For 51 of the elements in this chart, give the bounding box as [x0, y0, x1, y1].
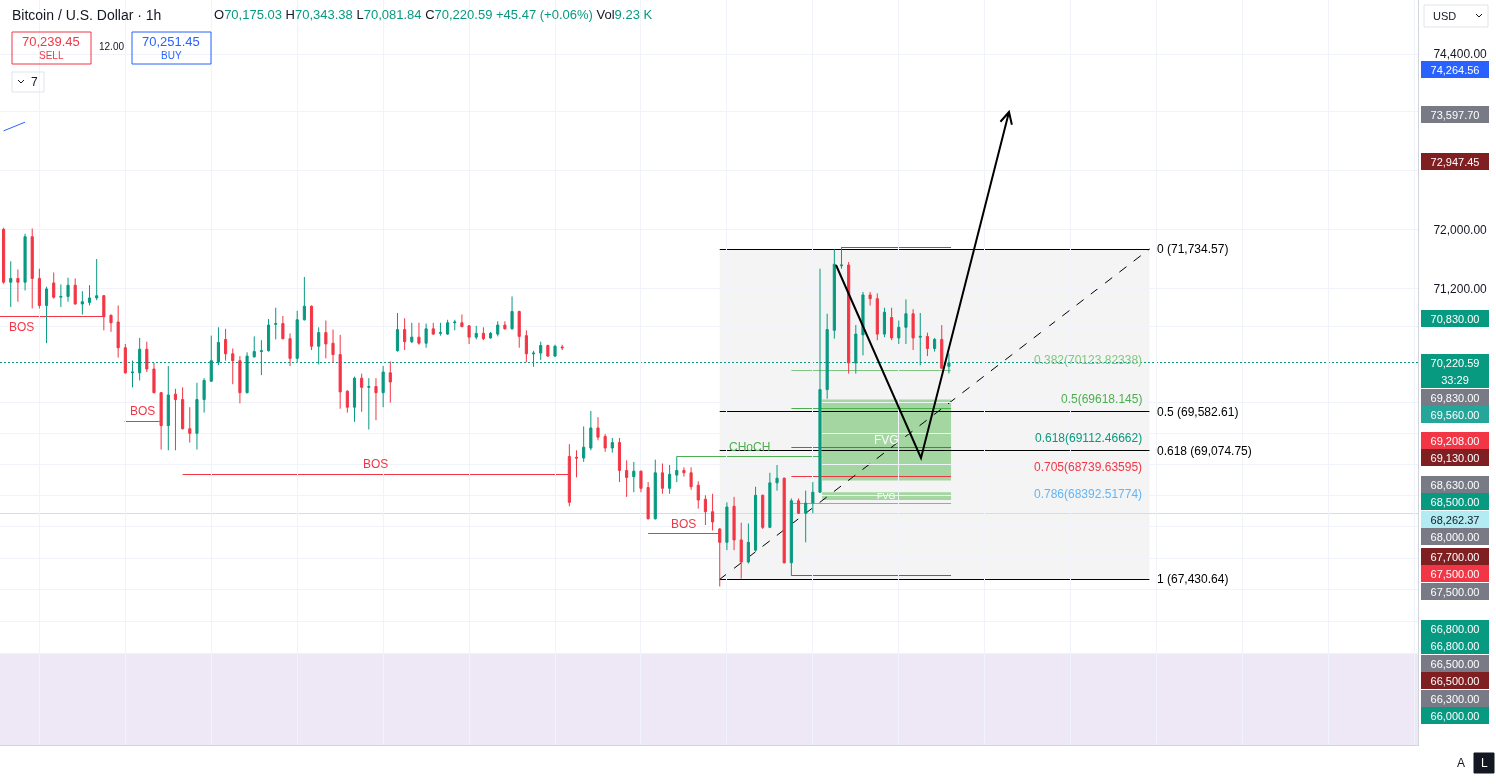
- ref-line-label: BOS: [9, 320, 35, 334]
- text: 69,830.00: [1430, 391, 1480, 404]
- text: A: [1457, 756, 1466, 770]
- text: 67,500.00: [1430, 585, 1480, 598]
- text: 66,800.00: [1430, 622, 1480, 635]
- ref-line-label: 0.382(70123.82338): [1034, 353, 1143, 367]
- ref-line-label: 0.618 (69,074.75): [1157, 444, 1252, 458]
- text: 73,597.70: [1430, 108, 1480, 121]
- annotation: 70,239.45: [22, 34, 80, 49]
- band-label: FVG: [874, 433, 899, 447]
- text: O70,175.03 H70,343.38 L70,081.84 C70,220.59 +45.47 (+0.06%) Vol9.23 K: [214, 7, 653, 22]
- ref-line-label: 70,220.59: [1430, 356, 1480, 369]
- text: 68,630.00: [1430, 478, 1480, 491]
- text: 66,800.00: [1430, 639, 1480, 652]
- annotation: BUY: [161, 50, 182, 61]
- ref-line-label: BOS: [363, 457, 389, 471]
- ref-line-label: 1 (67,430.64): [1157, 572, 1229, 586]
- text: L: [1481, 756, 1488, 770]
- ref-line-label: 68,262.37: [1430, 513, 1480, 526]
- ref-line-label: 0 (71,734.57): [1157, 242, 1229, 256]
- text: 74,264.56: [1430, 63, 1480, 76]
- text: 67,500.00: [1430, 567, 1480, 580]
- text: 66,500.00: [1430, 674, 1480, 687]
- ref-line-label: 0.5 (69,582.61): [1157, 405, 1239, 419]
- text: 66,300.00: [1430, 692, 1480, 705]
- text: 66,000.00: [1430, 709, 1480, 722]
- ref-line-label: 0.5(69618.145): [1061, 392, 1143, 406]
- text: 33:29: [1441, 373, 1469, 386]
- text: 69,130.00: [1430, 451, 1480, 464]
- text: 70,830.00: [1430, 312, 1480, 325]
- annotation: 70,251.45: [142, 34, 200, 49]
- ref-line-label: BOS: [671, 517, 697, 531]
- y-tick-label: 72,000.00: [1433, 222, 1488, 237]
- text: 69,208.00: [1430, 434, 1480, 447]
- text: USD: [1433, 10, 1457, 22]
- ref-line-label: BOS: [130, 404, 156, 418]
- y-tick-label: 71,200.00: [1433, 282, 1488, 297]
- text: 68,500.00: [1430, 495, 1480, 508]
- annotation: 12.00: [99, 41, 125, 52]
- text: Bitcoin / U.S. Dollar · 1h: [12, 6, 162, 23]
- annotation: 7: [31, 75, 38, 89]
- ref-line-label: 0.618(69112.46662): [1035, 431, 1143, 445]
- ref-line-label: 0.786(68392.51774): [1034, 487, 1143, 501]
- text: 66,500.00: [1430, 657, 1480, 670]
- y-tick-label: 74,400.00: [1433, 47, 1488, 62]
- text: 68,000.00: [1430, 530, 1480, 543]
- text: 72,947.45: [1430, 155, 1480, 168]
- ref-line-label: 0.705(68739.63595): [1034, 460, 1143, 474]
- text: 67,700.00: [1430, 550, 1480, 563]
- text: 69,560.00: [1430, 408, 1480, 421]
- annotation: SELL: [39, 50, 64, 61]
